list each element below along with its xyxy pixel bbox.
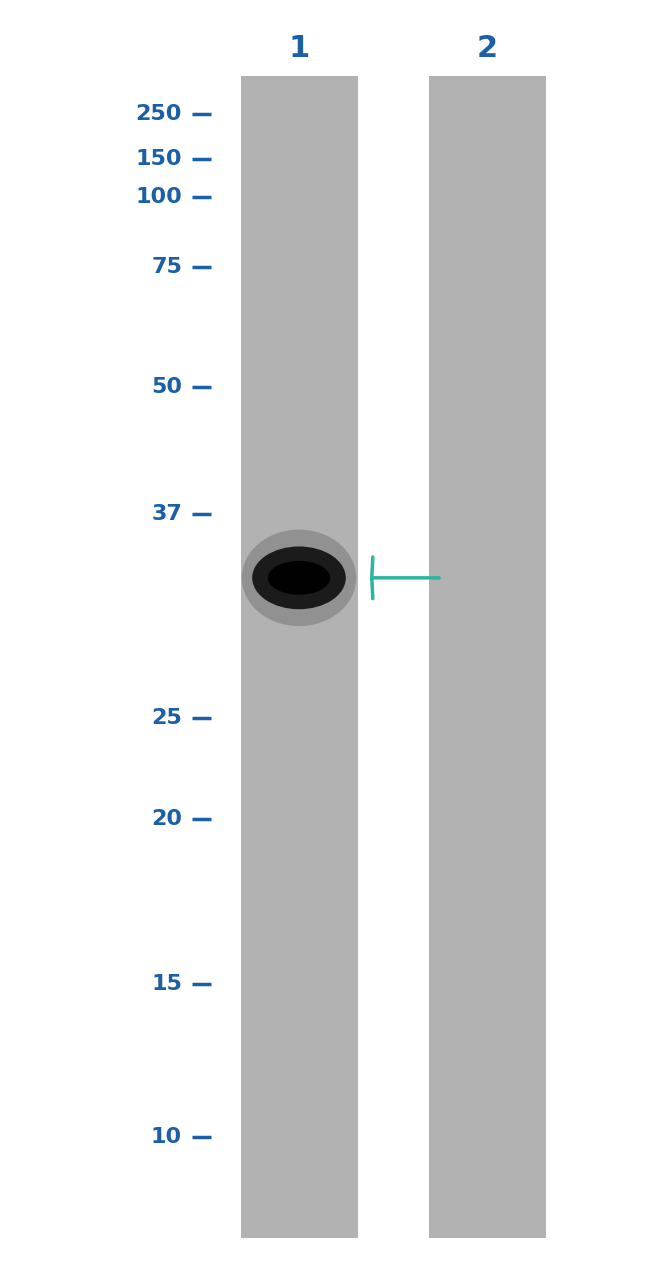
Text: 75: 75: [151, 257, 182, 277]
Bar: [240, 76, 358, 1238]
Text: 37: 37: [151, 504, 182, 525]
Text: 25: 25: [151, 707, 182, 728]
Bar: [429, 76, 546, 1238]
Text: 250: 250: [136, 104, 182, 124]
Ellipse shape: [252, 546, 346, 610]
Text: 20: 20: [151, 809, 182, 829]
Text: 50: 50: [151, 377, 182, 398]
Text: 2: 2: [477, 34, 498, 62]
Text: 15: 15: [151, 974, 182, 994]
Ellipse shape: [268, 561, 330, 594]
Text: 100: 100: [135, 187, 182, 207]
Ellipse shape: [242, 530, 356, 626]
Text: 150: 150: [135, 149, 182, 169]
Text: 10: 10: [151, 1126, 182, 1147]
Text: 1: 1: [289, 34, 309, 62]
